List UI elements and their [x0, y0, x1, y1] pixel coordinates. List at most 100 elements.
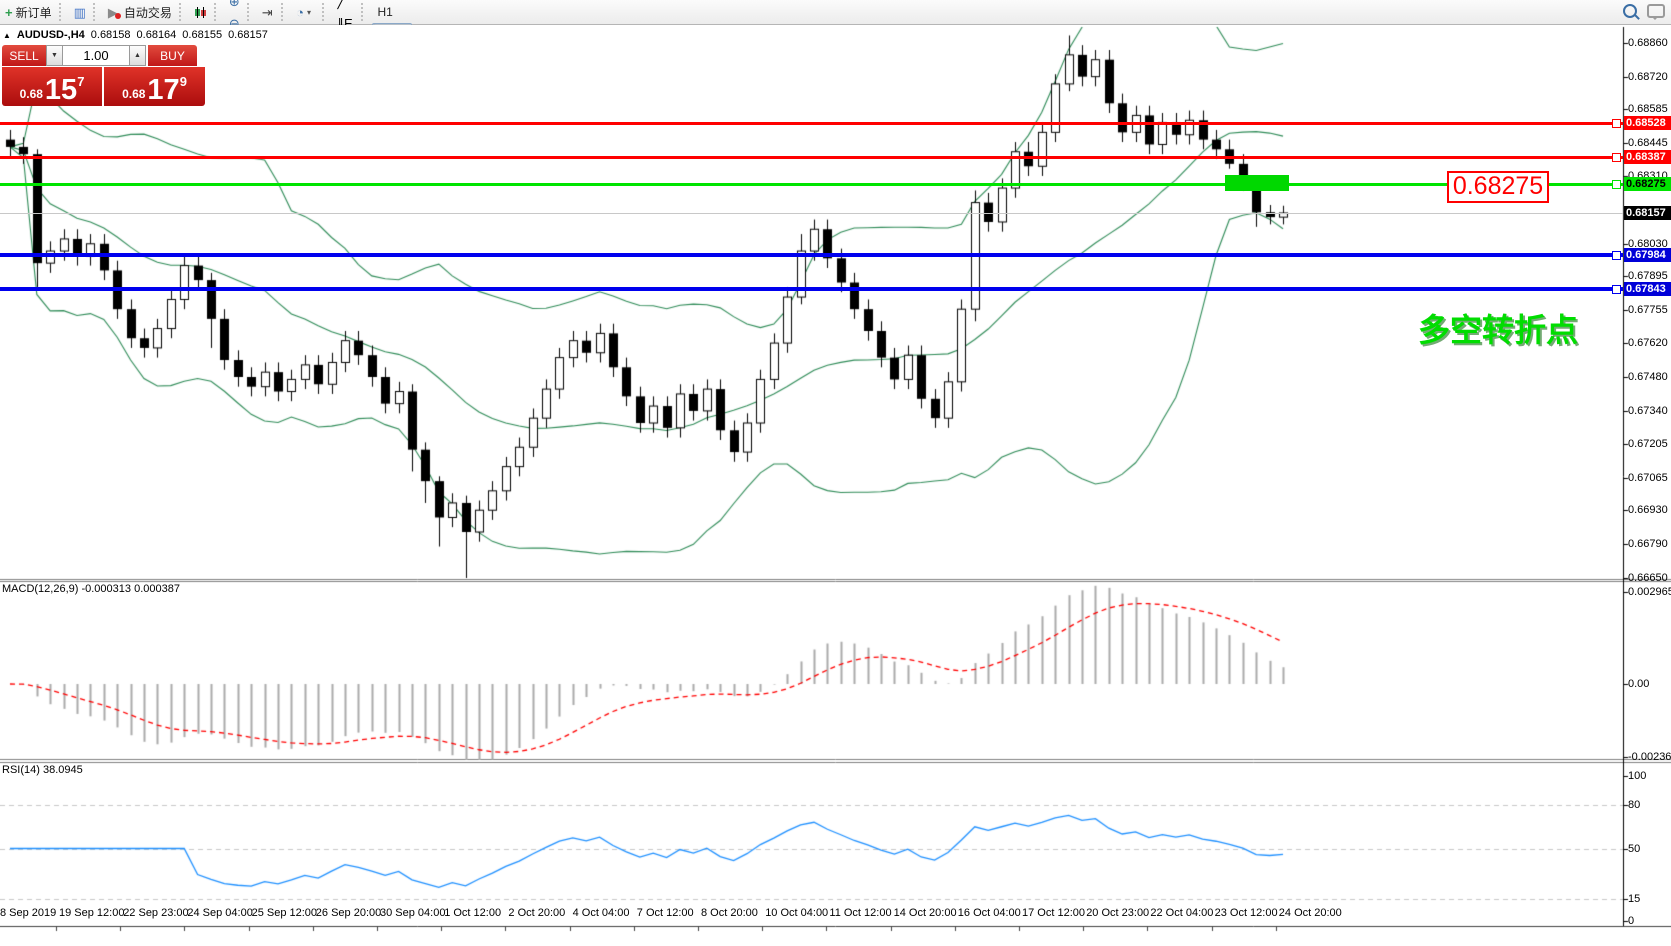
timeframe-h1-button[interactable]: H1 [377, 5, 393, 19]
search-icon[interactable] [1623, 3, 1637, 21]
buy-button[interactable]: BUY [148, 45, 197, 66]
horizontal-line-object[interactable] [0, 252, 1623, 257]
toolbar-separator [178, 3, 185, 21]
sell-price-button[interactable]: 0.68 15 7 [2, 67, 102, 106]
rsi-axis-label: 80 [1628, 799, 1641, 811]
price-axis-label: 0.68030 [1628, 237, 1668, 250]
price-callout[interactable]: 0.68275 [1447, 171, 1549, 203]
date-axis-label: 17 Oct 12:00 [1022, 907, 1085, 919]
horizontal-line-object[interactable] [0, 155, 1623, 159]
date-axis-label: 24 Oct 20:00 [1278, 907, 1342, 919]
date-axis-label: 24 Sep 04:00 [187, 907, 253, 919]
price-axis-label: 0.66650 [1628, 572, 1668, 585]
price-axis-label: 0.66790 [1628, 538, 1668, 551]
rsi-label: RSI(14) 38.0945 [2, 764, 83, 776]
price-axis-label: 0.67205 [1628, 437, 1668, 450]
auto-scroll-button[interactable]: ⇥ [257, 1, 279, 23]
volume-increase-button[interactable]: ▲ [129, 45, 146, 66]
horizontal-line-object[interactable] [0, 121, 1623, 125]
chat-icon[interactable] [1647, 3, 1665, 21]
new-order-button[interactable]: + 新订单 [0, 1, 57, 23]
date-axis-label: 4 Oct 04:00 [572, 907, 630, 919]
toolbar-separator [213, 3, 220, 21]
date-axis-label: 11 Oct 12:00 [829, 907, 892, 919]
ohlc-low: 0.68155 [182, 29, 223, 41]
line-handle[interactable] [1612, 285, 1621, 295]
new-order-icon: + [5, 4, 13, 20]
price-axis-label: 0.67065 [1628, 471, 1668, 484]
highlight-box-annotation[interactable] [1225, 175, 1289, 191]
line-handle[interactable] [1612, 180, 1621, 190]
auto-scroll-icon: ⇥ [261, 4, 273, 20]
date-axis-label: 8 Sep 2019 [0, 907, 57, 919]
price-axis-label: 0.66930 [1628, 504, 1668, 517]
line-handle[interactable] [1612, 119, 1621, 129]
date-axis-label: 19 Sep 12:00 [59, 907, 125, 919]
zoom-out-button[interactable]: ⊖ [224, 12, 245, 34]
date-axis-label: 8 Oct 20:00 [701, 907, 758, 919]
rsi-axis-label: 0 [1628, 915, 1635, 927]
profiles-clock-button[interactable]: ◔ ▾ [291, 1, 320, 23]
date-axis-label: 30 Sep 04:00 [380, 907, 446, 919]
price-axis-label: 0.68445 [1628, 137, 1668, 150]
new-order-label: 新订单 [15, 5, 52, 20]
price-badge: 0.67843 [1624, 282, 1671, 297]
price-badge: 0.68275 [1624, 177, 1671, 192]
sell-button[interactable]: SELL [2, 45, 46, 66]
date-axis-label: 22 Oct 04:00 [1150, 907, 1214, 919]
sell-price-pips: 15 [44, 74, 78, 106]
chart-window: 0.68860 0.68720 0.68585 0.68445 0.68310 0.680… [0, 25, 1671, 946]
date-axis-label: 23 Oct 12:00 [1214, 907, 1278, 919]
zoom-in-button[interactable]: ⊕ [224, 0, 245, 12]
ohlc-open: 0.68158 [90, 29, 131, 41]
symbol-title: AUDUSD-,H4 [16, 29, 85, 41]
ohlc-close: 0.68157 [228, 29, 268, 41]
sell-price-point: 7 [77, 74, 85, 89]
horizontal-line-object[interactable] [0, 287, 1623, 292]
toolbar-separator [361, 3, 367, 21]
rsi-axis-label: 15 [1628, 893, 1641, 906]
line-handle[interactable] [1612, 153, 1621, 163]
buy-price-base: 0.68 [122, 87, 146, 101]
toolbar-separator [322, 3, 328, 21]
volume-input[interactable]: 1.00 [63, 45, 129, 66]
toolbar-separator [58, 3, 65, 21]
toolbar-separator [92, 3, 99, 21]
volume-decrease-button[interactable]: ▼ [46, 45, 63, 66]
price-badge: 0.68528 [1624, 116, 1671, 131]
date-axis-label: 25 Sep 12:00 [251, 907, 318, 919]
navigator-icon: ▥ [73, 4, 86, 20]
price-axis-label: 0.68860 [1628, 36, 1668, 49]
rsi-axis-label: 100 [1628, 770, 1647, 782]
date-axis-label: 1 Oct 12:00 [444, 907, 502, 919]
navigator-button[interactable]: ▥ [69, 1, 91, 23]
collapse-panel-icon[interactable]: ▲ [3, 30, 11, 40]
date-axis-label: 26 Sep 20:00 [315, 907, 382, 919]
horizontal-line-object[interactable] [0, 182, 1623, 186]
toolbar-separator [246, 3, 253, 21]
price-chart-canvas[interactable] [0, 25, 1671, 946]
autotrading-icon: ▶ [107, 4, 118, 20]
ohlc-high: 0.68164 [136, 29, 177, 41]
current-price-line [0, 212, 1623, 214]
profiles-clock-icon: ◔ [296, 4, 304, 20]
sell-price-base: 0.68 [19, 87, 43, 101]
macd-axis-label: 0.00 [1628, 678, 1650, 690]
trendline-button[interactable]: ╱ [332, 0, 359, 12]
autotrading-button[interactable]: ▶ 自动交易 [103, 1, 177, 23]
symbol-bar: ▲ AUDUSD-,H4 0.68158 0.68164 0.68155 0.6… [3, 29, 268, 41]
toolbar: + 新订单 ▤▥◉ ▶ 自动交易 ╱ ⊕⊖ ▦⇥⇤ ▧▾◔▾≈ ↖+|—╱∥EF… [0, 0, 1671, 118]
autotrading-stopped-icon [114, 13, 121, 19]
one-click-trade-panel: SELL ▼ 1.00 ▲ BUY 0.68 15 7 0.68 17 9 [2, 45, 205, 107]
line-handle[interactable] [1612, 250, 1621, 260]
rsi-axis-label: 50 [1628, 842, 1641, 855]
price-badge: 0.68157 [1624, 206, 1671, 221]
turning-point-annotation[interactable]: 多空转折点 [1418, 312, 1579, 348]
price-axis-label: 0.67480 [1628, 370, 1668, 383]
buy-price-button[interactable]: 0.68 17 9 [104, 67, 205, 106]
price-axis-label: 0.67340 [1628, 404, 1668, 417]
date-axis-label: 22 Sep 23:00 [123, 907, 189, 919]
autotrading-label: 自动交易 [123, 5, 172, 20]
candlestick-chart-button[interactable] [189, 1, 212, 23]
